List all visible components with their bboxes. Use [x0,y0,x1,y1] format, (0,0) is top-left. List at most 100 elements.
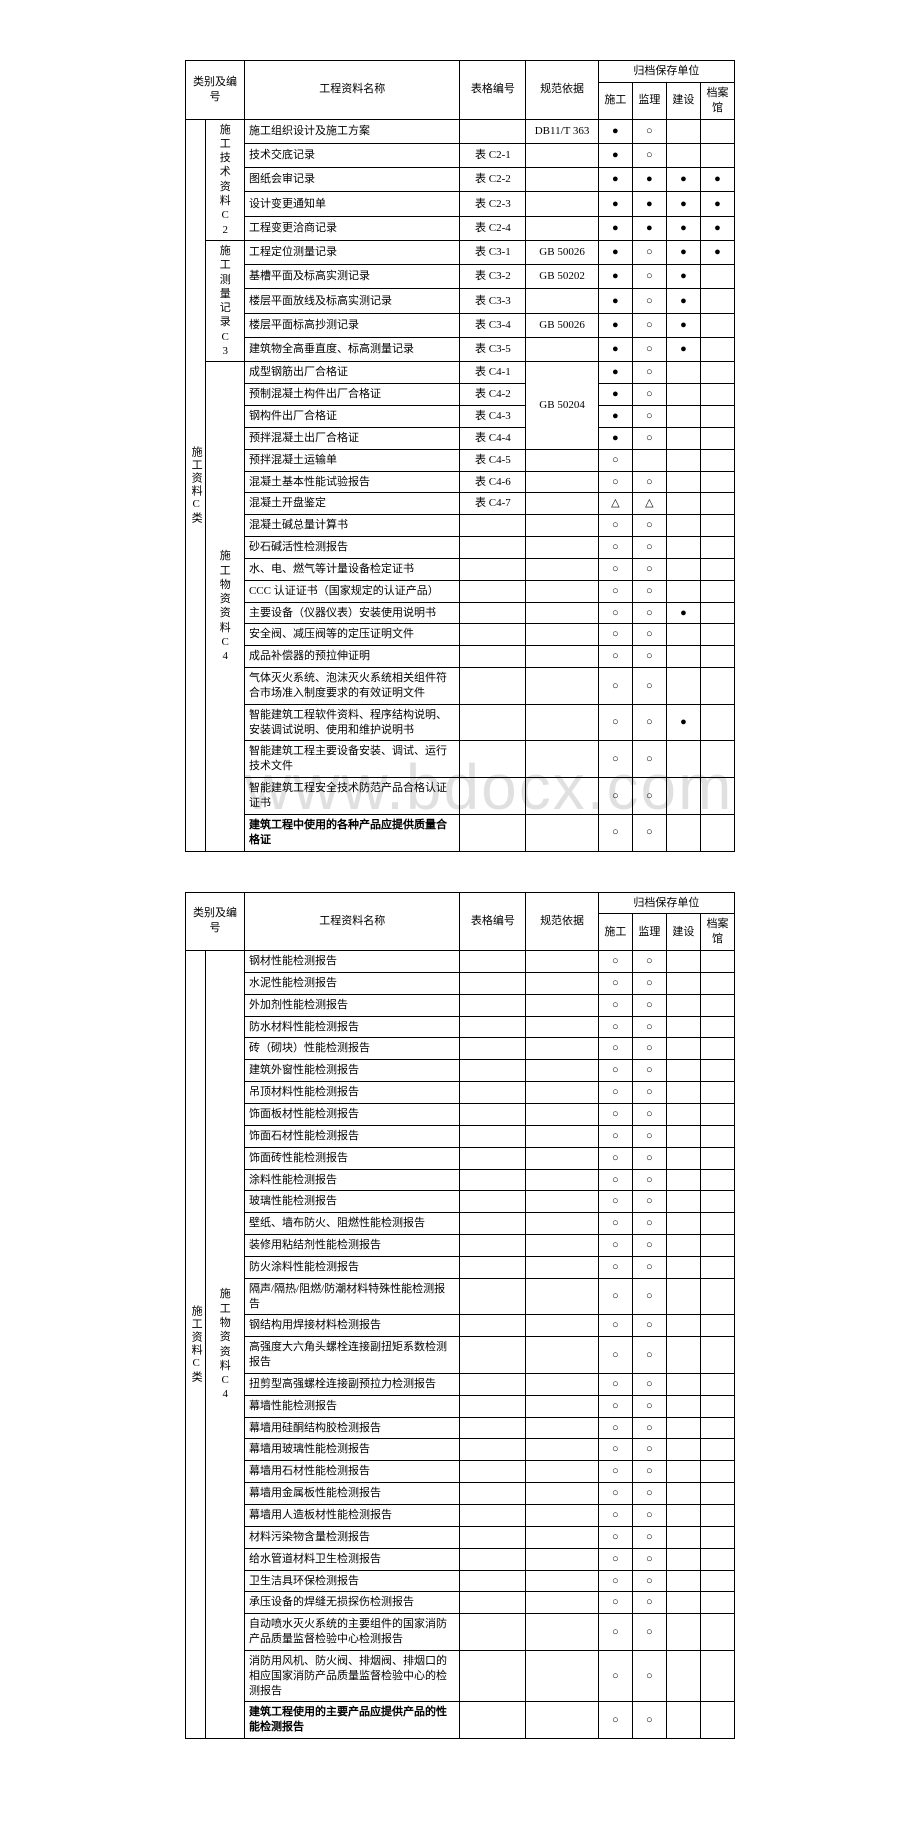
mark-cell [700,1439,734,1461]
mark-cell: ○ [598,741,632,778]
basis [526,337,599,361]
basis: GB 50026 [526,240,599,264]
basis [526,1395,599,1417]
doc-name: 建筑工程使用的主要产品应提供产品的性能检测报告 [244,1702,460,1739]
mark-cell: ● [598,119,632,143]
table-row: 高强度大六角头螺栓连接副扭矩系数检测报告○○ [186,1337,735,1374]
mark-cell: ○ [632,1315,666,1337]
doc-name: 智能建筑工程主要设备安装、调试、运行技术文件 [244,741,460,778]
mark-cell: ○ [598,1169,632,1191]
mark-cell [700,1169,734,1191]
basis [526,1103,599,1125]
basis [526,778,599,815]
basis [526,1256,599,1278]
mark-cell: ○ [632,119,666,143]
form-number [460,1614,526,1651]
mark-cell: ○ [598,1439,632,1461]
basis [526,972,599,994]
basis [526,668,599,705]
mark-cell [666,1082,700,1104]
basis: GB 50202 [526,265,599,289]
form-number [460,1125,526,1147]
mark-cell: ○ [598,1614,632,1651]
mark-cell: ● [666,168,700,192]
form-number: 表 C3-1 [460,240,526,264]
form-number: 表 C2-4 [460,216,526,240]
doc-name: 饰面板材性能检测报告 [244,1103,460,1125]
basis [526,1191,599,1213]
mark-cell [700,1373,734,1395]
table-row: 外加剂性能检测报告○○ [186,994,735,1016]
mark-cell [700,1570,734,1592]
table-row: 施工资料C类施工技术资料C2施工组织设计及施工方案DB11/T 363●○ [186,119,735,143]
doc-name: 建筑物全高垂直度、标高测量记录 [244,337,460,361]
table-row: 饰面砖性能检测报告○○ [186,1147,735,1169]
mark-cell [666,951,700,973]
basis [526,1505,599,1527]
doc-name: 成品补偿器的预拉伸证明 [244,646,460,668]
mark-cell [700,646,734,668]
mark-cell [700,1315,734,1337]
mark-cell [700,951,734,973]
mark-cell: ○ [598,1650,632,1702]
form-number [460,1016,526,1038]
table-row: 饰面板材性能检测报告○○ [186,1103,735,1125]
basis [526,602,599,624]
mark-cell [700,1256,734,1278]
mark-cell: ○ [632,1505,666,1527]
doc-name: 给水管道材料卫生检测报告 [244,1548,460,1570]
mark-cell: ○ [598,668,632,705]
basis [526,471,599,493]
mark-cell: ● [598,427,632,449]
table-row: 扭剪型高强螺栓连接副预拉力检测报告○○ [186,1373,735,1395]
form-number: 表 C4-5 [460,449,526,471]
form-number [460,1060,526,1082]
form-number [460,972,526,994]
mark-cell [700,1103,734,1125]
form-number [460,1082,526,1104]
table-row: 防水材料性能检测报告○○ [186,1016,735,1038]
mark-cell [700,405,734,427]
table-row: 砖（砌块）性能检测报告○○ [186,1038,735,1060]
doc-name: 钢构件出厂合格证 [244,405,460,427]
form-number: 表 C3-4 [460,313,526,337]
mark-cell [666,558,700,580]
doc-name: 楼层平面标高抄测记录 [244,313,460,337]
mark-cell: ○ [632,1191,666,1213]
basis [526,1461,599,1483]
form-number [460,1278,526,1315]
table-header: 类别及编号 工程资料名称 表格编号 规范依据 归档保存单位 施工 监理 建设 档… [186,892,735,951]
form-number [460,1417,526,1439]
mark-cell: ○ [598,1278,632,1315]
basis [526,1125,599,1147]
mark-cell: ○ [632,337,666,361]
mark-cell: ○ [598,646,632,668]
form-number [460,515,526,537]
doc-name: 工程定位测量记录 [244,240,460,264]
mark-cell [666,119,700,143]
mark-cell [666,1395,700,1417]
mark-cell [666,493,700,515]
mark-cell: ○ [598,1147,632,1169]
mark-cell: ● [632,216,666,240]
form-number [460,1548,526,1570]
table-row: 建筑工程中使用的各种产品应提供质量合格证○○ [186,814,735,851]
basis [526,951,599,973]
basis [526,449,599,471]
mark-cell: ○ [598,1213,632,1235]
table-row: 智能建筑工程软件资料、程序结构说明、安装调试说明、使用和维护说明书○○● [186,704,735,741]
mark-cell: ● [598,143,632,167]
mark-cell: ○ [632,1038,666,1060]
doc-name: 预拌混凝土出厂合格证 [244,427,460,449]
form-number: 表 C4-1 [460,362,526,384]
table-row: 混凝土开盘鉴定表 C4-7△△ [186,493,735,515]
mark-cell [700,1038,734,1060]
doc-name: 智能建筑工程软件资料、程序结构说明、安装调试说明、使用和维护说明书 [244,704,460,741]
mark-cell: ○ [598,1461,632,1483]
basis [526,1439,599,1461]
mark-cell [666,668,700,705]
table-row: 幕墙用石材性能检测报告○○ [186,1461,735,1483]
table-row: 幕墙用玻璃性能检测报告○○ [186,1439,735,1461]
mark-cell: ○ [632,1417,666,1439]
form-number [460,1315,526,1337]
